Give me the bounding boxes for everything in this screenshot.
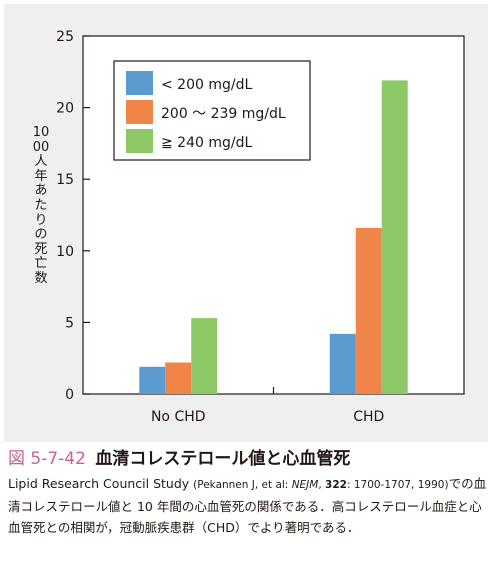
reference-separator: , xyxy=(318,479,326,491)
y-tick-label: 0 xyxy=(65,387,74,403)
figure-caption: 図 5-7-42 血清コレステロール値と心血管死 Lipid Research … xyxy=(8,448,488,538)
legend-swatch xyxy=(126,129,153,153)
chart-panel: 0 5 10 15 20 25 No CHD CHD < 200 mg/dL 200 〜 239 … xyxy=(4,4,488,442)
y-axis-label: 1000人年あたりの死亡数 xyxy=(32,125,50,286)
bar xyxy=(329,333,356,394)
reference: (Pekannen J, et al: NEJM, 322: 1700-1707… xyxy=(193,479,448,491)
bar xyxy=(355,227,382,394)
legend-swatch xyxy=(126,100,153,124)
legend-label: < 200 mg/dL xyxy=(161,77,252,93)
reference-volume: 322 xyxy=(325,479,347,491)
bar xyxy=(381,80,408,394)
y-tick-label: 10 xyxy=(56,244,74,260)
reference-journal: NEJM xyxy=(291,479,319,491)
bar-chart: 0 5 10 15 20 25 No CHD CHD < 200 mg/dL 200 〜 239 … xyxy=(56,29,465,425)
legend-label: ≧ 240 mg/dL xyxy=(161,135,252,151)
bar xyxy=(165,362,192,394)
y-tick-label: 25 xyxy=(56,29,74,45)
reference-open: (Pekannen J, et al: xyxy=(193,479,292,491)
figure-title: 血清コレステロール値と心血管死 xyxy=(95,449,351,469)
caption-body: Lipid Research Council Study (Pekannen J… xyxy=(8,473,488,538)
y-tick-label: 15 xyxy=(56,172,74,188)
legend-label: 200 〜 239 mg/dL xyxy=(161,106,286,122)
y-tick-label: 20 xyxy=(56,101,74,117)
category-label: No CHD xyxy=(151,409,206,425)
y-tick-label: 5 xyxy=(65,315,74,331)
bar xyxy=(191,318,218,394)
caption-text: での血清コレステロール値と 10 年間の心血管死の関係である．高コレステロール血… xyxy=(8,476,487,535)
reference-pages: : 1700-1707, 1990) xyxy=(346,479,449,491)
study-name: Lipid Research Council Study xyxy=(8,476,190,491)
figure-heading: 図 5-7-42 血清コレステロール値と心血管死 xyxy=(8,448,488,470)
figure-number: 図 5-7-42 xyxy=(8,449,86,469)
category-label: CHD xyxy=(353,409,384,425)
bar xyxy=(139,366,166,394)
legend-swatch xyxy=(126,71,153,95)
